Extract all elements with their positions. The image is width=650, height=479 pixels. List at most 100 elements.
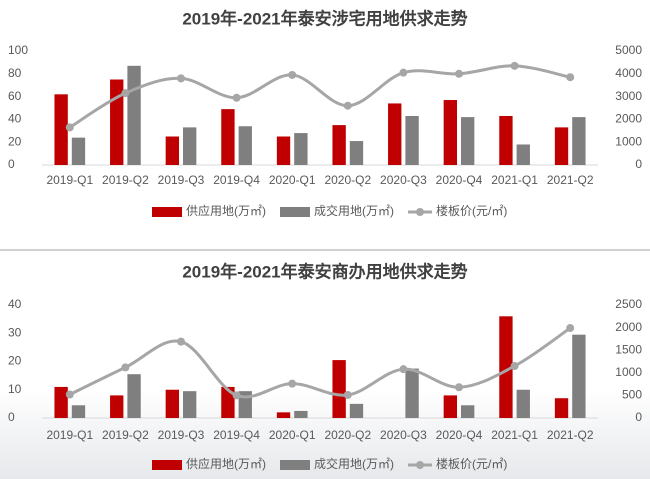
line-point [177,74,185,83]
bar [332,360,346,418]
y-tick-label: 40 [8,112,22,126]
x-tick-label: 2019-Q4 [213,428,260,442]
bar [499,115,513,165]
line-point [177,337,185,346]
y-tick-label: 20 [8,354,22,368]
line-point [399,365,408,374]
x-tick-label: 2019-Q2 [102,428,149,442]
bar [165,389,179,418]
y2-tick-label: 3000 [615,89,642,103]
y-tick-label: 60 [8,89,22,103]
legend-swatch [152,460,182,470]
x-tick-label: 2020-Q4 [436,428,483,442]
legend-label: 楼板价(元/㎡) [436,203,507,218]
line-point [399,68,408,77]
line-point [65,390,74,399]
x-tick-label: 2020-Q1 [269,173,316,187]
x-tick-label: 2020-Q1 [269,428,316,442]
line-point [510,362,519,371]
bar [110,395,124,418]
y-tick-label: 10 [8,382,22,396]
legend-marker [416,461,424,469]
x-tick-label: 2019-Q3 [158,173,205,187]
legend-label: 成交用地(万㎡) [314,456,394,471]
legend-swatch [152,207,182,217]
y2-tick-label: 5000 [615,43,642,57]
bar [183,127,197,165]
x-tick-label: 2020-Q3 [380,428,427,442]
y2-tick-label: 0 [635,157,642,171]
x-tick-label: 2020-Q4 [436,173,483,187]
line-point [455,383,463,392]
bar [516,144,530,165]
bar [71,137,86,165]
legend-label: 成交用地(万㎡) [314,203,394,218]
bar [443,395,457,418]
bar [572,334,586,418]
bar [349,403,364,418]
y-tick-label: 0 [8,157,15,171]
bar [461,117,475,165]
bar [276,136,291,165]
x-tick-label: 2020-Q2 [324,428,371,442]
bar [54,386,68,418]
bar [54,94,68,165]
legend-label: 楼板价(元/㎡) [436,456,507,471]
line [69,326,572,399]
line-point [65,123,74,132]
y2-tick-label: 1500 [615,342,642,356]
bar [294,410,308,418]
legend-label: 供应用地(万㎡) [186,203,266,218]
line [69,64,571,129]
bar [405,368,419,418]
bar [332,125,346,165]
bar [221,386,235,418]
bar [276,412,291,418]
bar [388,103,402,165]
bar [572,117,586,165]
bar [127,374,141,418]
line-point [121,89,130,98]
y2-tick-label: 1000 [615,134,642,148]
line-point [343,101,352,110]
bar [183,391,197,418]
y2-tick-label: 2000 [615,112,642,126]
y-tick-label: 40 [8,297,22,311]
bar [554,127,569,165]
bar [349,141,364,165]
x-tick-label: 2019-Q2 [102,173,149,187]
bar [165,136,179,165]
legend-swatch [280,207,310,217]
x-tick-label: 2021-Q1 [491,428,538,442]
x-tick-label: 2020-Q2 [324,173,371,187]
y2-tick-label: 0 [635,410,642,424]
y2-tick-label: 500 [622,388,642,402]
bar [221,109,235,165]
x-tick-label: 2019-Q1 [46,173,93,187]
line-point [566,73,575,82]
line-point [343,390,352,399]
y-tick-label: 100 [8,43,28,57]
bar [294,133,308,165]
chart-title: 2019年-2021年泰安涉宅用地供求走势 [182,8,467,28]
x-tick-label: 2021-Q2 [547,428,594,442]
bar [443,100,457,165]
legend-swatch [280,460,310,470]
bar [238,126,252,165]
chart-title: 2019年-2021年泰安商办用地供求走势 [182,261,467,281]
line-point [288,70,297,79]
y2-tick-label: 1000 [615,365,642,379]
x-tick-label: 2019-Q4 [213,173,260,187]
bar [516,389,530,418]
bar [127,65,141,165]
y-tick-label: 20 [8,134,22,148]
line-point [232,93,241,102]
bar [461,405,475,418]
bar [499,316,513,418]
bar [71,405,86,418]
x-tick-label: 2019-Q3 [158,428,205,442]
line-point [510,61,519,70]
line-point [232,391,241,400]
